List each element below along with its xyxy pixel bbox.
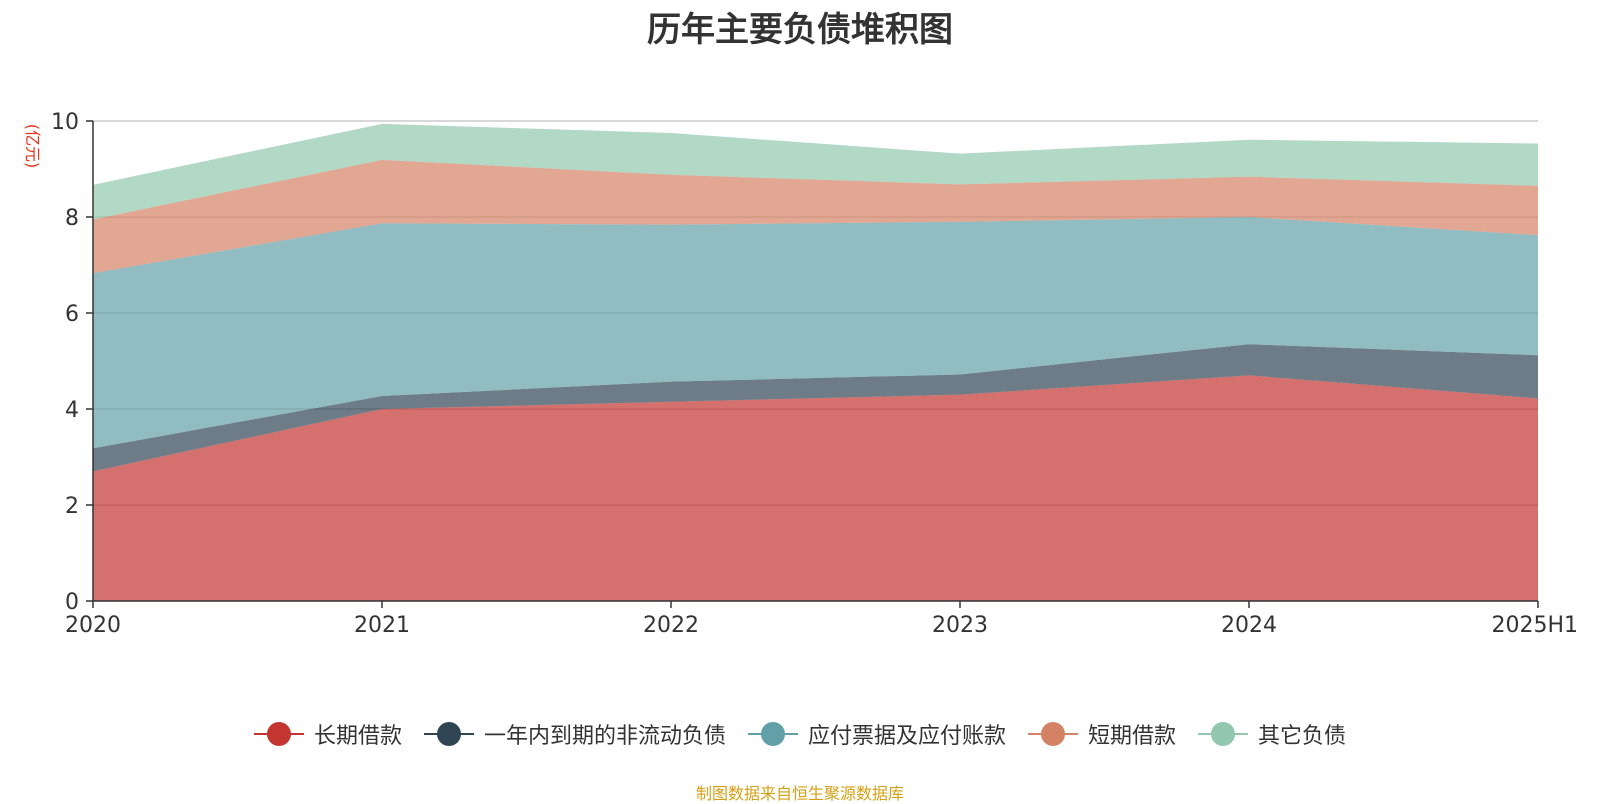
legend-label: 短期借款 — [1088, 724, 1177, 749]
legend-label: 一年内到期的非流动负债 — [483, 724, 726, 749]
legend-item-4[interactable]: 短期借款 — [1028, 718, 1176, 750]
y-tick-label: 2 — [65, 494, 79, 519]
y-tick-label: 6 — [65, 302, 79, 327]
chart-title: 历年主要负债堆积图 — [647, 10, 953, 50]
legend-label: 其它负债 — [1258, 724, 1347, 749]
legend-item-1[interactable]: 长期借款 — [253, 718, 402, 750]
area-series — [93, 123, 1538, 601]
x-tick-label: 2024 — [1221, 613, 1277, 638]
x-tick-label: 2025H1 — [1491, 613, 1578, 638]
source-note: 制图数据来自恒生聚源数据库 — [695, 784, 904, 803]
legend-marker-icon — [423, 722, 474, 746]
legend-label: 应付票据及应付账款 — [807, 724, 1006, 749]
x-tick-label: 2022 — [643, 613, 699, 638]
y-tick-label: 8 — [65, 206, 79, 231]
axes: 0 2 4 6 8 10 2020 2021 2022 2023 2024 2025H1 — [51, 110, 1578, 638]
area-series-5[interactable] — [93, 123, 1538, 220]
legend-marker-icon — [1198, 722, 1249, 746]
area-series-1[interactable] — [93, 375, 1538, 601]
legend-marker-icon — [1028, 722, 1078, 746]
area-series-3[interactable] — [93, 217, 1538, 449]
y-axis-unit-label: (亿元) — [23, 124, 42, 169]
y-tick-label: 4 — [65, 398, 79, 423]
x-tick-label: 2020 — [65, 613, 121, 638]
chart-legend: 长期借款 一年内到期的非流动负债 应付票据及应付账款 短期借款 其它负债 — [0, 718, 1600, 750]
y-tick-label: 10 — [51, 110, 79, 135]
legend-marker-icon — [253, 722, 304, 746]
legend-item-3[interactable]: 应付票据及应付账款 — [747, 718, 1006, 750]
x-tick-label: 2023 — [932, 613, 988, 638]
legend-marker-icon — [747, 722, 798, 746]
legend-item-5[interactable]: 其它负债 — [1198, 718, 1346, 750]
x-tick-label: 2021 — [354, 613, 410, 638]
legend-item-2[interactable]: 一年内到期的非流动负债 — [423, 718, 726, 750]
area-series-2[interactable] — [93, 344, 1538, 472]
y-tick-label: 0 — [65, 590, 79, 615]
legend-label: 长期借款 — [313, 724, 402, 749]
area-series-4[interactable] — [93, 159, 1538, 274]
